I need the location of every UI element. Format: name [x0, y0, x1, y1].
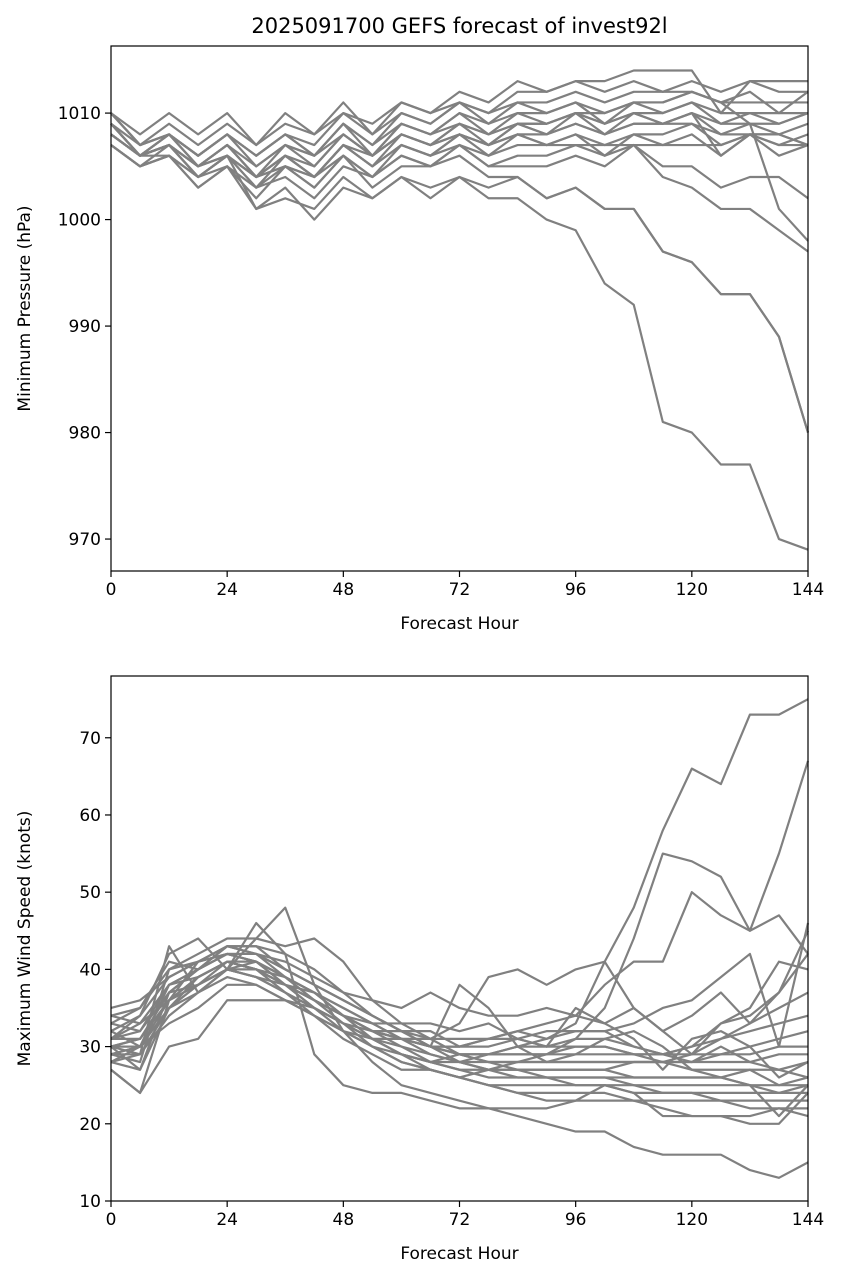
pressure-member-line-19	[110, 111, 808, 179]
wind-x-tick-label: 0	[106, 1210, 117, 1230]
wind-x-tick-label: 96	[565, 1210, 587, 1230]
pressure-y-tick-label: 1010	[58, 104, 101, 124]
pressure-x-tick-label: 48	[333, 580, 355, 600]
pressure-x-tick-label: 96	[565, 580, 587, 600]
wind-member-line-22	[110, 945, 809, 1033]
pressure-x-tick-label: 120	[676, 580, 708, 600]
pressure-y-tick-label: 1000	[58, 211, 101, 231]
pressure-x-tick-label: 144	[792, 580, 824, 600]
pressure-member-line-1	[110, 69, 808, 147]
wind-x-tick-label: 144	[792, 1210, 824, 1230]
wind-x-tick-label: 24	[216, 1210, 238, 1230]
wind-x-tick-label: 48	[333, 1210, 355, 1230]
wind-series-group	[110, 698, 810, 1179]
pressure-y-tick-label: 980	[69, 424, 101, 444]
wind-x-tick-label: 120	[676, 1210, 708, 1230]
wind-member-line-24	[110, 952, 809, 1079]
pressure-y-axis-label: Minimum Pressure (hPa)	[15, 205, 35, 411]
wind-y-axis-label: Maximum Wind Speed (knots)	[15, 811, 35, 1067]
wind-member-line-25	[110, 960, 808, 1087]
pressure-x-tick-label: 24	[216, 580, 238, 600]
wind-x-axis-label: Forecast Hour	[400, 1244, 518, 1264]
wind-member-line-19	[110, 921, 809, 1125]
pressure-x-tick-label: 0	[106, 580, 117, 600]
pressure-x-tick-label: 72	[449, 580, 471, 600]
wind-y-tick-label: 70	[79, 729, 101, 749]
pressure-y-tick-label: 970	[69, 530, 101, 550]
pressure-panel: 0 24 48 72 96 120 144 970 980 990 1000 1010 Forecast…	[15, 45, 824, 634]
chart-title: 2025091700 GEFS forecast of invest92l	[251, 14, 667, 38]
pressure-series-group	[110, 69, 810, 551]
wind-y-tick-label: 30	[79, 1038, 101, 1058]
wind-y-tick-label: 20	[79, 1115, 101, 1135]
pressure-x-axis-label: Forecast Hour	[400, 614, 518, 634]
wind-y-tick-label: 10	[79, 1192, 101, 1212]
wind-y-tick-label: 60	[79, 806, 101, 826]
wind-y-tick-label: 40	[79, 960, 101, 980]
wind-member-line-20	[110, 930, 809, 1056]
wind-panel: 0 24 48 72 96 120 144 10 20 30 40 50 60 70 Forecast Ho…	[15, 675, 824, 1264]
wind-y-tick-label: 50	[79, 883, 101, 903]
wind-x-tick-label: 72	[449, 1210, 471, 1230]
pressure-y-tick-label: 990	[69, 317, 101, 337]
